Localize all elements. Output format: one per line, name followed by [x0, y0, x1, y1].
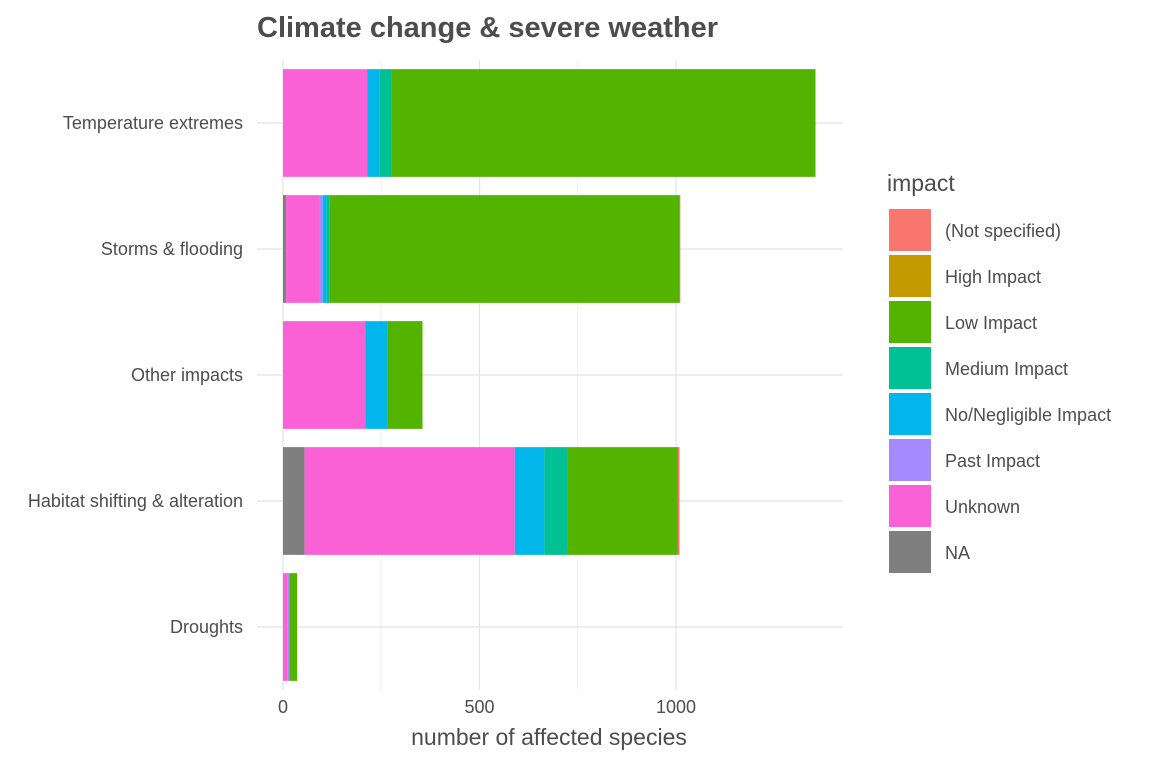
- legend-swatch: [889, 301, 931, 343]
- legend-swatch: [889, 347, 931, 389]
- legend: impact (Not specified) High Impact Low Imp…: [887, 170, 1111, 573]
- legend-item-no-negligible-impact: No/Negligible Impact: [889, 393, 1111, 435]
- bars: [283, 69, 816, 681]
- bar-temperature-extremes-unknown: [283, 69, 368, 177]
- legend-swatch: [889, 485, 931, 527]
- bar-other-impacts-no-negligible-impact: [365, 321, 388, 429]
- x-axis-title: number of affected species: [411, 724, 687, 750]
- y-tick-label: Other impacts: [131, 365, 243, 385]
- legend-label: Unknown: [945, 497, 1020, 517]
- legend-label: Past Impact: [945, 451, 1040, 471]
- legend-item-na: NA: [889, 531, 970, 573]
- legend-swatch: [889, 209, 931, 251]
- legend-label: Low Impact: [945, 313, 1037, 333]
- bar-storms-flooding-no-negligible-impact: [322, 195, 327, 303]
- legend-label: No/Negligible Impact: [945, 405, 1111, 425]
- y-axis-tick-labels: Temperature extremes Storms & flooding Oth…: [28, 113, 243, 637]
- bar-other-impacts-unknown: [283, 321, 366, 429]
- bar-other-impacts-low-impact: [387, 321, 423, 429]
- legend-title: impact: [887, 170, 955, 196]
- bar-storms-flooding-na: [283, 195, 287, 303]
- y-tick-label: Storms & flooding: [101, 239, 243, 259]
- bar-habitat-shifting-alteration-no-negligible-impact: [514, 447, 545, 555]
- x-tick-label: 500: [464, 697, 494, 717]
- bar-droughts-unknown: [283, 573, 288, 681]
- legend-swatch: [889, 393, 931, 435]
- legend-label: (Not specified): [945, 221, 1061, 241]
- bar-storms-flooding-low-impact: [329, 195, 680, 303]
- bar-storms-flooding-unknown: [286, 195, 320, 303]
- bar-habitat-shifting-alteration-na: [283, 447, 305, 555]
- legend-label: NA: [945, 543, 970, 563]
- legend-item-unknown: Unknown: [889, 485, 1020, 527]
- bar-habitat-shifting-alteration-low-impact: [567, 447, 678, 555]
- bar-habitat-shifting-alteration-unknown: [304, 447, 515, 555]
- bar-habitat-shifting-alteration-not-specified: [677, 447, 680, 555]
- bar-temperature-extremes-low-impact: [391, 69, 816, 177]
- legend-swatch: [889, 531, 931, 573]
- legend-swatch: [889, 255, 931, 297]
- legend-item-not-specified: (Not specified): [889, 209, 1061, 251]
- x-tick-label: 0: [278, 697, 288, 717]
- y-tick-label: Habitat shifting & alteration: [28, 491, 243, 511]
- bar-storms-flooding-past-impact: [319, 195, 323, 303]
- chart-title: Climate change & severe weather: [257, 12, 718, 44]
- y-tick-label: Droughts: [170, 617, 243, 637]
- bar-temperature-extremes-no-negligible-impact: [367, 69, 380, 177]
- bar-storms-flooding-medium-impact: [326, 195, 330, 303]
- bar-temperature-extremes-medium-impact: [379, 69, 392, 177]
- bar-storms-flooding-not-specified: [679, 195, 681, 303]
- x-axis-tick-labels: 0 500 1000: [278, 697, 696, 717]
- bar-habitat-shifting-alteration-medium-impact: [544, 447, 568, 555]
- legend-item-high-impact: High Impact: [889, 255, 1041, 297]
- legend-item-past-impact: Past Impact: [889, 439, 1040, 481]
- legend-item-low-impact: Low Impact: [889, 301, 1037, 343]
- legend-item-medium-impact: Medium Impact: [889, 347, 1068, 389]
- x-tick-label: 1000: [656, 697, 696, 717]
- bar-droughts-low-impact: [289, 573, 298, 681]
- legend-label: Medium Impact: [945, 359, 1068, 379]
- legend-swatch: [889, 439, 931, 481]
- bar-droughts-past-impact: [287, 573, 290, 681]
- y-tick-label: Temperature extremes: [63, 113, 243, 133]
- legend-label: High Impact: [945, 267, 1041, 287]
